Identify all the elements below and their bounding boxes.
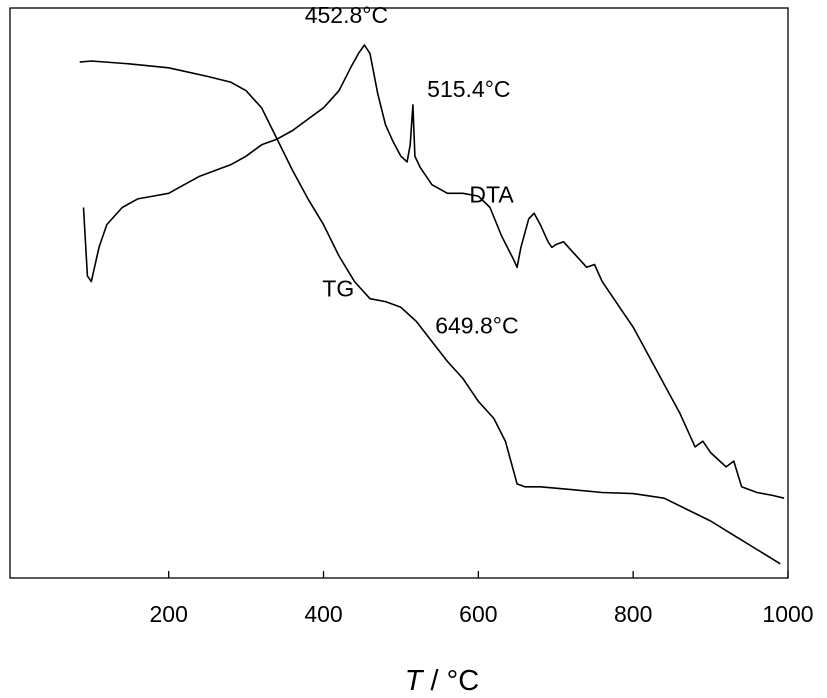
series-layer (79, 44, 785, 565)
x-axis-symbol: T (405, 665, 425, 697)
x-tick-label: 1000 (762, 601, 813, 627)
x-tick-label: 200 (150, 601, 188, 627)
annotation-515-4-c: 515.4°C (427, 76, 510, 102)
x-axis-unit: / °C (423, 665, 480, 697)
x-tick-label: 800 (614, 601, 652, 627)
series-line-tg (79, 60, 781, 565)
annotation-649-8-c: 649.8°C (435, 312, 518, 338)
x-tick-label: 400 (304, 601, 342, 627)
annotation-tg: TG (322, 275, 354, 301)
annotations: 452.8°C 515.4°C DTA 649.8°C TG (305, 2, 519, 338)
x-axis-title: T / °C (405, 665, 479, 697)
x-tick-label: 600 (459, 601, 497, 627)
annotation-dta: DTA (469, 181, 514, 207)
plot-frame (9, 7, 789, 579)
x-ticks: 200 400 600 800 1000 (150, 571, 814, 627)
annotation-452-8-c: 452.8°C (305, 2, 388, 28)
series-line-dta (82, 44, 785, 499)
